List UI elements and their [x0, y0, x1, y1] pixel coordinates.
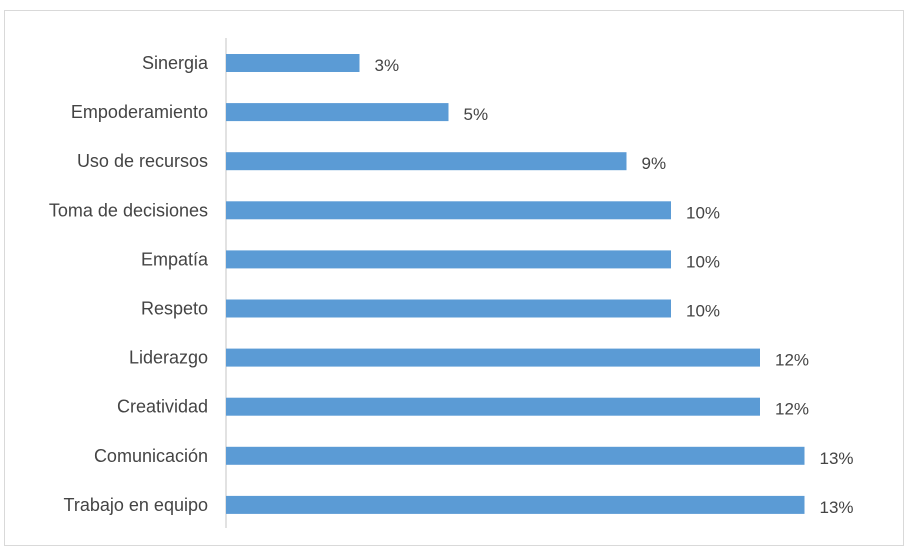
bar: [226, 299, 671, 318]
category-label: Sinergia: [142, 53, 209, 73]
bar: [226, 250, 671, 269]
bar: [226, 397, 760, 416]
category-label: Respeto: [141, 299, 208, 319]
plot-area: Sinergia 3% Empoderamiento 5% Uso de recurso…: [49, 38, 854, 528]
data-label: 10%: [686, 252, 720, 271]
category-label: Uso de recursos: [77, 151, 208, 171]
data-label: 12%: [775, 400, 809, 419]
category-label: Empoderamiento: [71, 102, 208, 122]
bar: [226, 54, 360, 72]
bar: [226, 446, 805, 465]
bar: [226, 495, 805, 514]
bar: [226, 152, 627, 171]
data-label: 10%: [686, 203, 720, 222]
category-label: Trabajo en equipo: [64, 495, 208, 515]
bar: [226, 103, 449, 122]
data-label: 5%: [464, 105, 489, 124]
data-label: 13%: [820, 449, 854, 468]
data-label: 9%: [642, 154, 667, 173]
category-label: Toma de decisiones: [49, 200, 208, 220]
category-label: Comunicación: [94, 446, 208, 466]
category-label: Empatía: [141, 249, 209, 269]
category-label: Creatividad: [117, 397, 208, 417]
data-label: 12%: [775, 351, 809, 370]
data-label: 3%: [375, 56, 400, 75]
data-label: 13%: [820, 498, 854, 517]
bar: [226, 201, 671, 220]
data-label: 10%: [686, 302, 720, 321]
bar: [226, 348, 760, 367]
category-label: Liderazgo: [129, 348, 208, 368]
